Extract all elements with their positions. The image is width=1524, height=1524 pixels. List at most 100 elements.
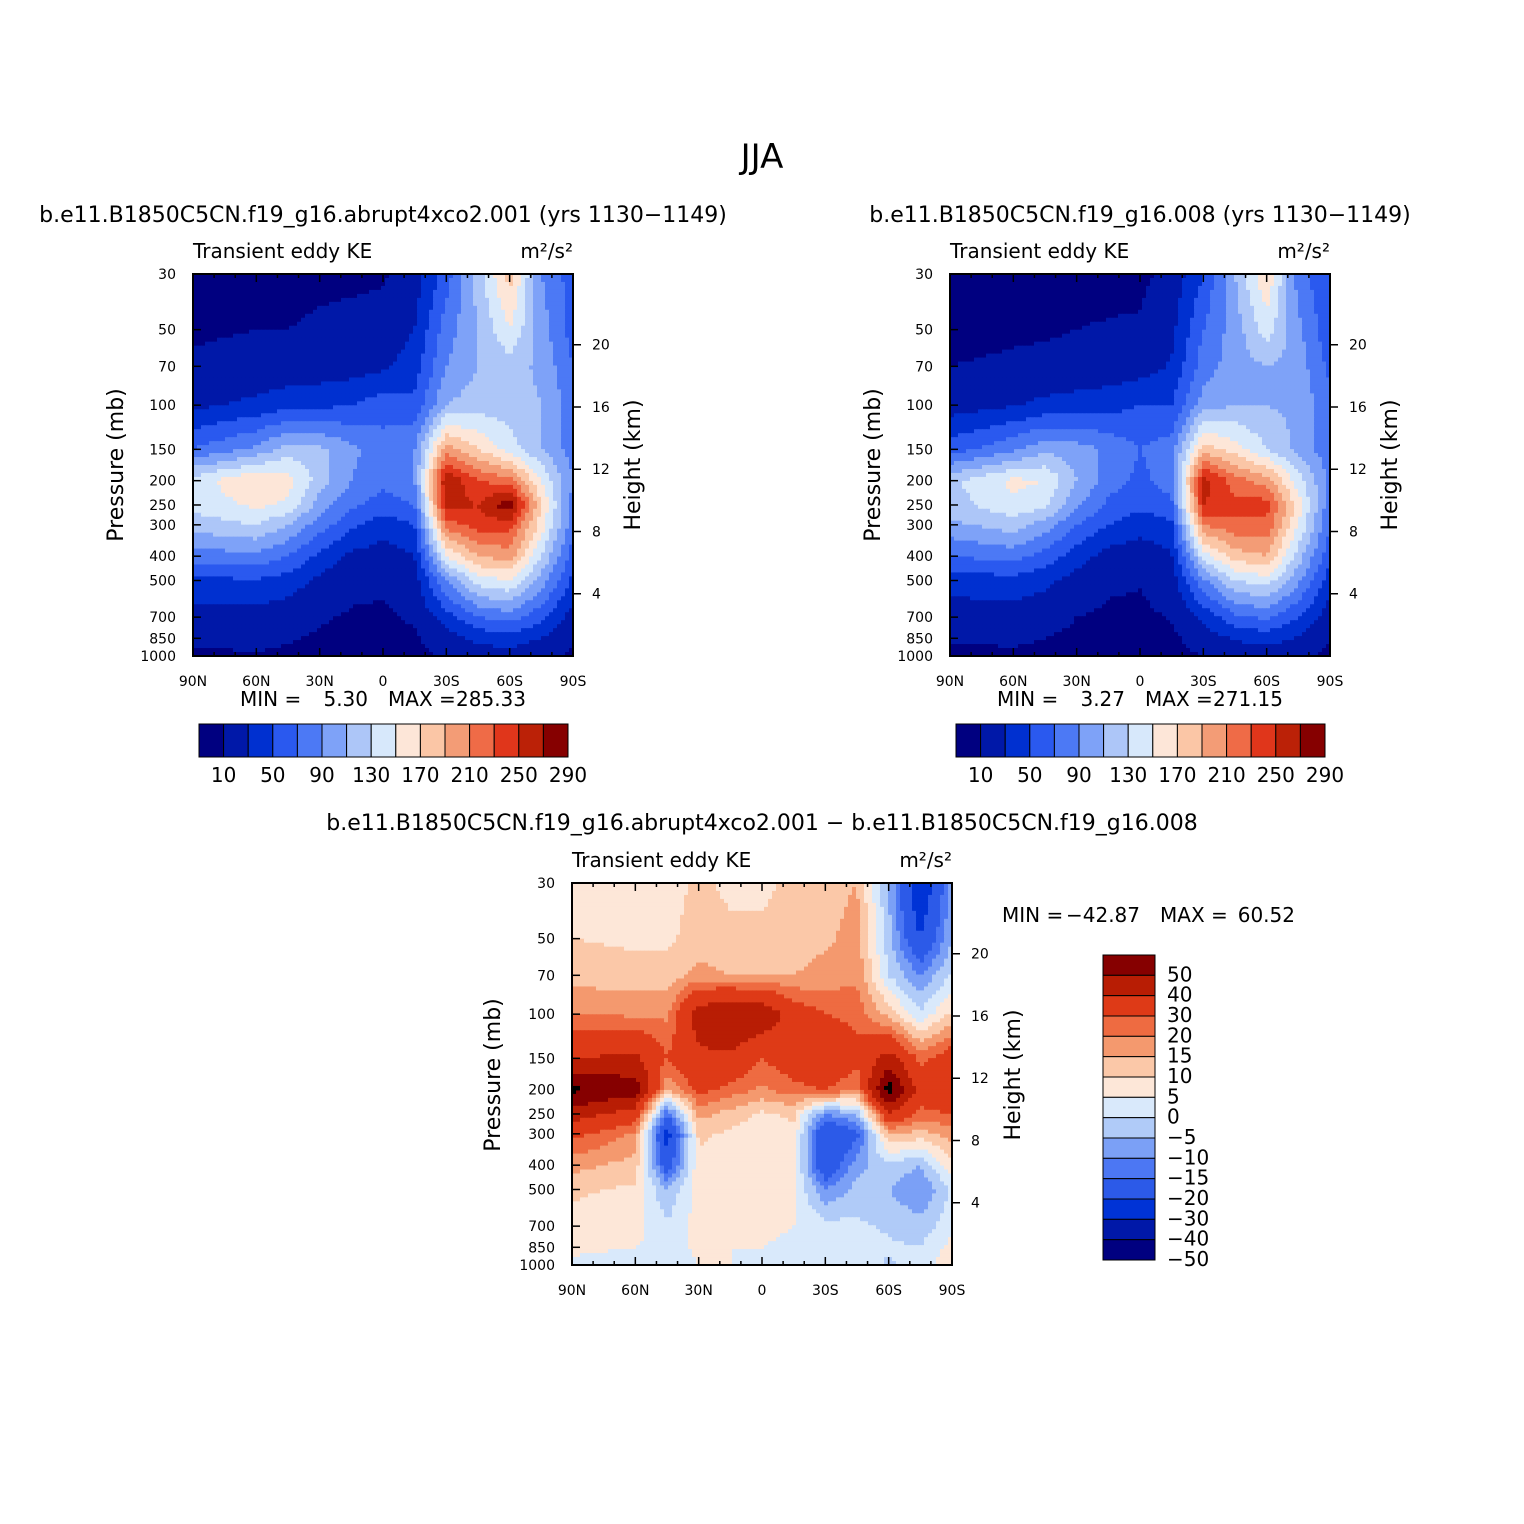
contour-cell bbox=[205, 425, 210, 430]
contour-cell bbox=[533, 441, 538, 446]
contour-cell bbox=[413, 409, 418, 414]
contour-cell bbox=[313, 417, 318, 422]
contour-cell bbox=[381, 453, 386, 458]
contour-cell bbox=[497, 401, 502, 406]
contour-cell bbox=[429, 433, 434, 438]
contour-cell bbox=[193, 297, 198, 303]
contour-cell bbox=[541, 421, 546, 426]
contour-cell bbox=[569, 301, 573, 307]
contour-cell bbox=[413, 425, 418, 430]
contour-cell bbox=[341, 401, 346, 406]
contour-cell bbox=[457, 309, 462, 315]
contour-cell bbox=[489, 317, 494, 323]
contour-cell bbox=[513, 337, 518, 343]
contour-cell bbox=[201, 421, 206, 426]
contour-cell bbox=[269, 397, 274, 402]
contour-cell bbox=[417, 274, 422, 279]
contour-cell bbox=[345, 389, 350, 394]
contour-cell bbox=[425, 377, 430, 383]
contour-cell bbox=[265, 425, 270, 430]
contour-cell bbox=[521, 465, 526, 470]
contour-cell bbox=[373, 301, 378, 307]
contour-cell bbox=[561, 325, 566, 331]
contour-cell bbox=[377, 373, 382, 379]
contour-cell bbox=[225, 274, 230, 279]
contour-cell bbox=[357, 425, 362, 430]
contour-cell bbox=[221, 285, 226, 291]
contour-cell bbox=[197, 365, 202, 371]
contour-cell bbox=[525, 345, 530, 351]
contour-cell bbox=[217, 329, 222, 335]
contour-cell bbox=[241, 305, 246, 311]
contour-cell bbox=[369, 433, 374, 438]
contour-cell bbox=[513, 277, 518, 283]
contour-cell bbox=[517, 377, 522, 383]
contour-cell bbox=[385, 309, 390, 315]
contour-cell bbox=[441, 293, 446, 299]
contour-cell bbox=[197, 345, 202, 351]
contour-cell bbox=[205, 285, 210, 291]
contour-cell bbox=[229, 425, 234, 430]
contour-cell bbox=[417, 389, 422, 394]
contour-cell bbox=[513, 401, 518, 406]
contour-cell bbox=[501, 321, 506, 327]
contour-cell bbox=[549, 397, 554, 402]
contour-cell bbox=[289, 468, 294, 474]
contour-cell bbox=[221, 465, 226, 470]
contour-cell bbox=[213, 476, 218, 482]
contour-cell bbox=[321, 329, 326, 335]
contour-cell bbox=[269, 361, 274, 367]
contour-cell bbox=[257, 401, 262, 406]
contour-cell bbox=[349, 365, 354, 371]
contour-cell bbox=[305, 365, 310, 371]
contour-cell bbox=[201, 365, 206, 371]
contour-cell bbox=[405, 281, 410, 287]
contour-cell bbox=[405, 373, 410, 379]
contour-cell bbox=[401, 465, 406, 470]
contour-cell bbox=[329, 305, 334, 311]
contour-cell bbox=[237, 472, 242, 478]
contour-cell bbox=[221, 425, 226, 430]
contour-cell bbox=[453, 353, 458, 359]
contour-cell bbox=[213, 385, 218, 390]
contour-cell bbox=[465, 277, 470, 283]
contour-cell bbox=[545, 301, 550, 307]
contour-cell bbox=[297, 357, 302, 363]
contour-cell bbox=[205, 313, 210, 319]
contour-cell bbox=[457, 333, 462, 339]
contour-cell bbox=[285, 345, 290, 351]
contour-cell bbox=[525, 277, 530, 283]
contour-cell bbox=[309, 441, 314, 446]
contour-cell bbox=[209, 329, 214, 335]
contour-cell bbox=[381, 457, 386, 462]
contour-cell bbox=[297, 361, 302, 367]
contour-cell bbox=[445, 325, 450, 331]
contour-cell bbox=[369, 461, 374, 466]
contour-cell bbox=[301, 373, 306, 379]
contour-cell bbox=[545, 421, 550, 426]
contour-cell bbox=[493, 441, 498, 446]
contour-cell bbox=[437, 385, 442, 390]
contour-cell bbox=[345, 321, 350, 327]
contour-cell bbox=[401, 385, 406, 390]
contour-cell bbox=[245, 373, 250, 379]
contour-cell bbox=[293, 293, 298, 299]
contour-cell bbox=[421, 325, 426, 331]
contour-cell bbox=[345, 305, 350, 311]
contour-cell bbox=[389, 433, 394, 438]
contour-cell bbox=[297, 353, 302, 359]
contour-cell bbox=[477, 445, 482, 450]
contour-cell bbox=[481, 345, 486, 351]
contour-cell bbox=[557, 429, 562, 434]
contour-cell bbox=[357, 409, 362, 414]
contour-cell bbox=[233, 341, 238, 347]
contour-cell bbox=[565, 445, 570, 450]
contour-cell bbox=[317, 305, 322, 311]
contour-cell bbox=[289, 437, 294, 442]
contour-cell bbox=[297, 480, 302, 486]
contour-cell bbox=[513, 472, 518, 478]
contour-cell bbox=[477, 405, 482, 410]
contour-cell bbox=[453, 365, 458, 371]
contour-cell bbox=[333, 333, 338, 339]
contour-cell bbox=[205, 421, 210, 426]
